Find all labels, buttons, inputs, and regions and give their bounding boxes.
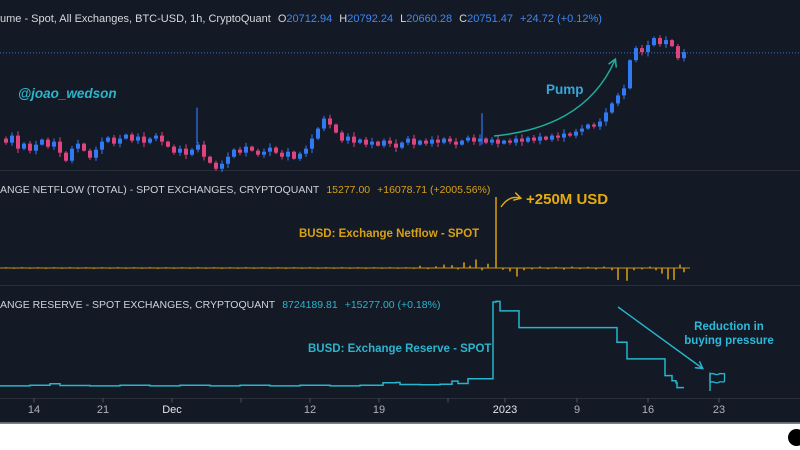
x-axis-label[interactable]: 12 (303, 404, 317, 416)
price-change: +24.72 (+0.12%) (520, 13, 602, 25)
ohlc-close: C20751.47 (459, 13, 513, 25)
x-axis-label[interactable]: Dec (162, 404, 182, 416)
x-axis-label[interactable]: 23 (712, 404, 726, 416)
flag-icon[interactable] (709, 372, 726, 392)
price-pane-title: ume - Spot, All Exchanges, BTC-USD, 1h, … (0, 13, 271, 25)
reserve-pane-title: ANGE RESERVE - SPOT EXCHANGES, CRYPTOQUA… (0, 299, 276, 311)
netflow-spike-annotation[interactable]: +250M USD (526, 191, 609, 208)
partial-logo-dot (788, 429, 800, 446)
reduction-arrow[interactable] (617, 306, 704, 370)
price-pane-legend[interactable]: ume - Spot, All Exchanges, BTC-USD, 1h, … (0, 13, 602, 25)
reserve-step-line (0, 300, 684, 389)
reserve-series-label[interactable]: BUSD: Exchange Reserve - SPOT (308, 343, 492, 355)
x-axis-tick-marks (33, 398, 720, 403)
netflow-bars (0, 197, 690, 281)
price-candles (4, 35, 686, 172)
panel-separators (0, 170, 800, 424)
netflow-value: 15277.00 (326, 184, 371, 196)
reserve-value: 8724189.81 (282, 299, 338, 311)
pump-annotation-label[interactable]: Pump (546, 82, 584, 97)
reduction-note-annotation[interactable]: Reduction in buying pressure (684, 321, 774, 347)
ohlc-open: O20712.94 (277, 13, 333, 25)
pump-arrow[interactable] (493, 57, 617, 137)
netflow-pane-title: ANGE NETFLOW (TOTAL) - SPOT EXCHANGES, C… (0, 184, 320, 196)
reserve-change: +15277.00 (+0.18%) (344, 299, 441, 311)
x-axis-label[interactable]: 2023 (492, 404, 518, 416)
netflow-pane-legend[interactable]: ANGE NETFLOW (TOTAL) - SPOT EXCHANGES, C… (0, 184, 490, 196)
x-axis-label[interactable]: 21 (96, 404, 110, 416)
reserve-pane-legend[interactable]: ANGE RESERVE - SPOT EXCHANGES, CRYPTOQUA… (0, 299, 440, 311)
x-axis-label[interactable]: 16 (641, 404, 655, 416)
author-watermark: @joao_wedson (18, 86, 117, 101)
x-axis-label[interactable]: 19 (372, 404, 386, 416)
bottom-white-strip (0, 424, 800, 450)
x-axis-label[interactable]: 14 (27, 404, 41, 416)
netflow-series-label[interactable]: BUSD: Exchange Netflow - SPOT (299, 228, 480, 240)
netflow-change: +16078.71 (+2005.56%) (377, 184, 491, 196)
x-axis-label[interactable]: 9 (573, 404, 581, 416)
ohlc-low: L20660.28 (400, 13, 453, 25)
netflow-spike-arrow[interactable] (500, 192, 523, 208)
chart-area[interactable]: ume - Spot, All Exchanges, BTC-USD, 1h, … (0, 0, 800, 424)
chart-canvas[interactable] (0, 0, 800, 424)
ohlc-high: H20792.24 (339, 13, 394, 25)
